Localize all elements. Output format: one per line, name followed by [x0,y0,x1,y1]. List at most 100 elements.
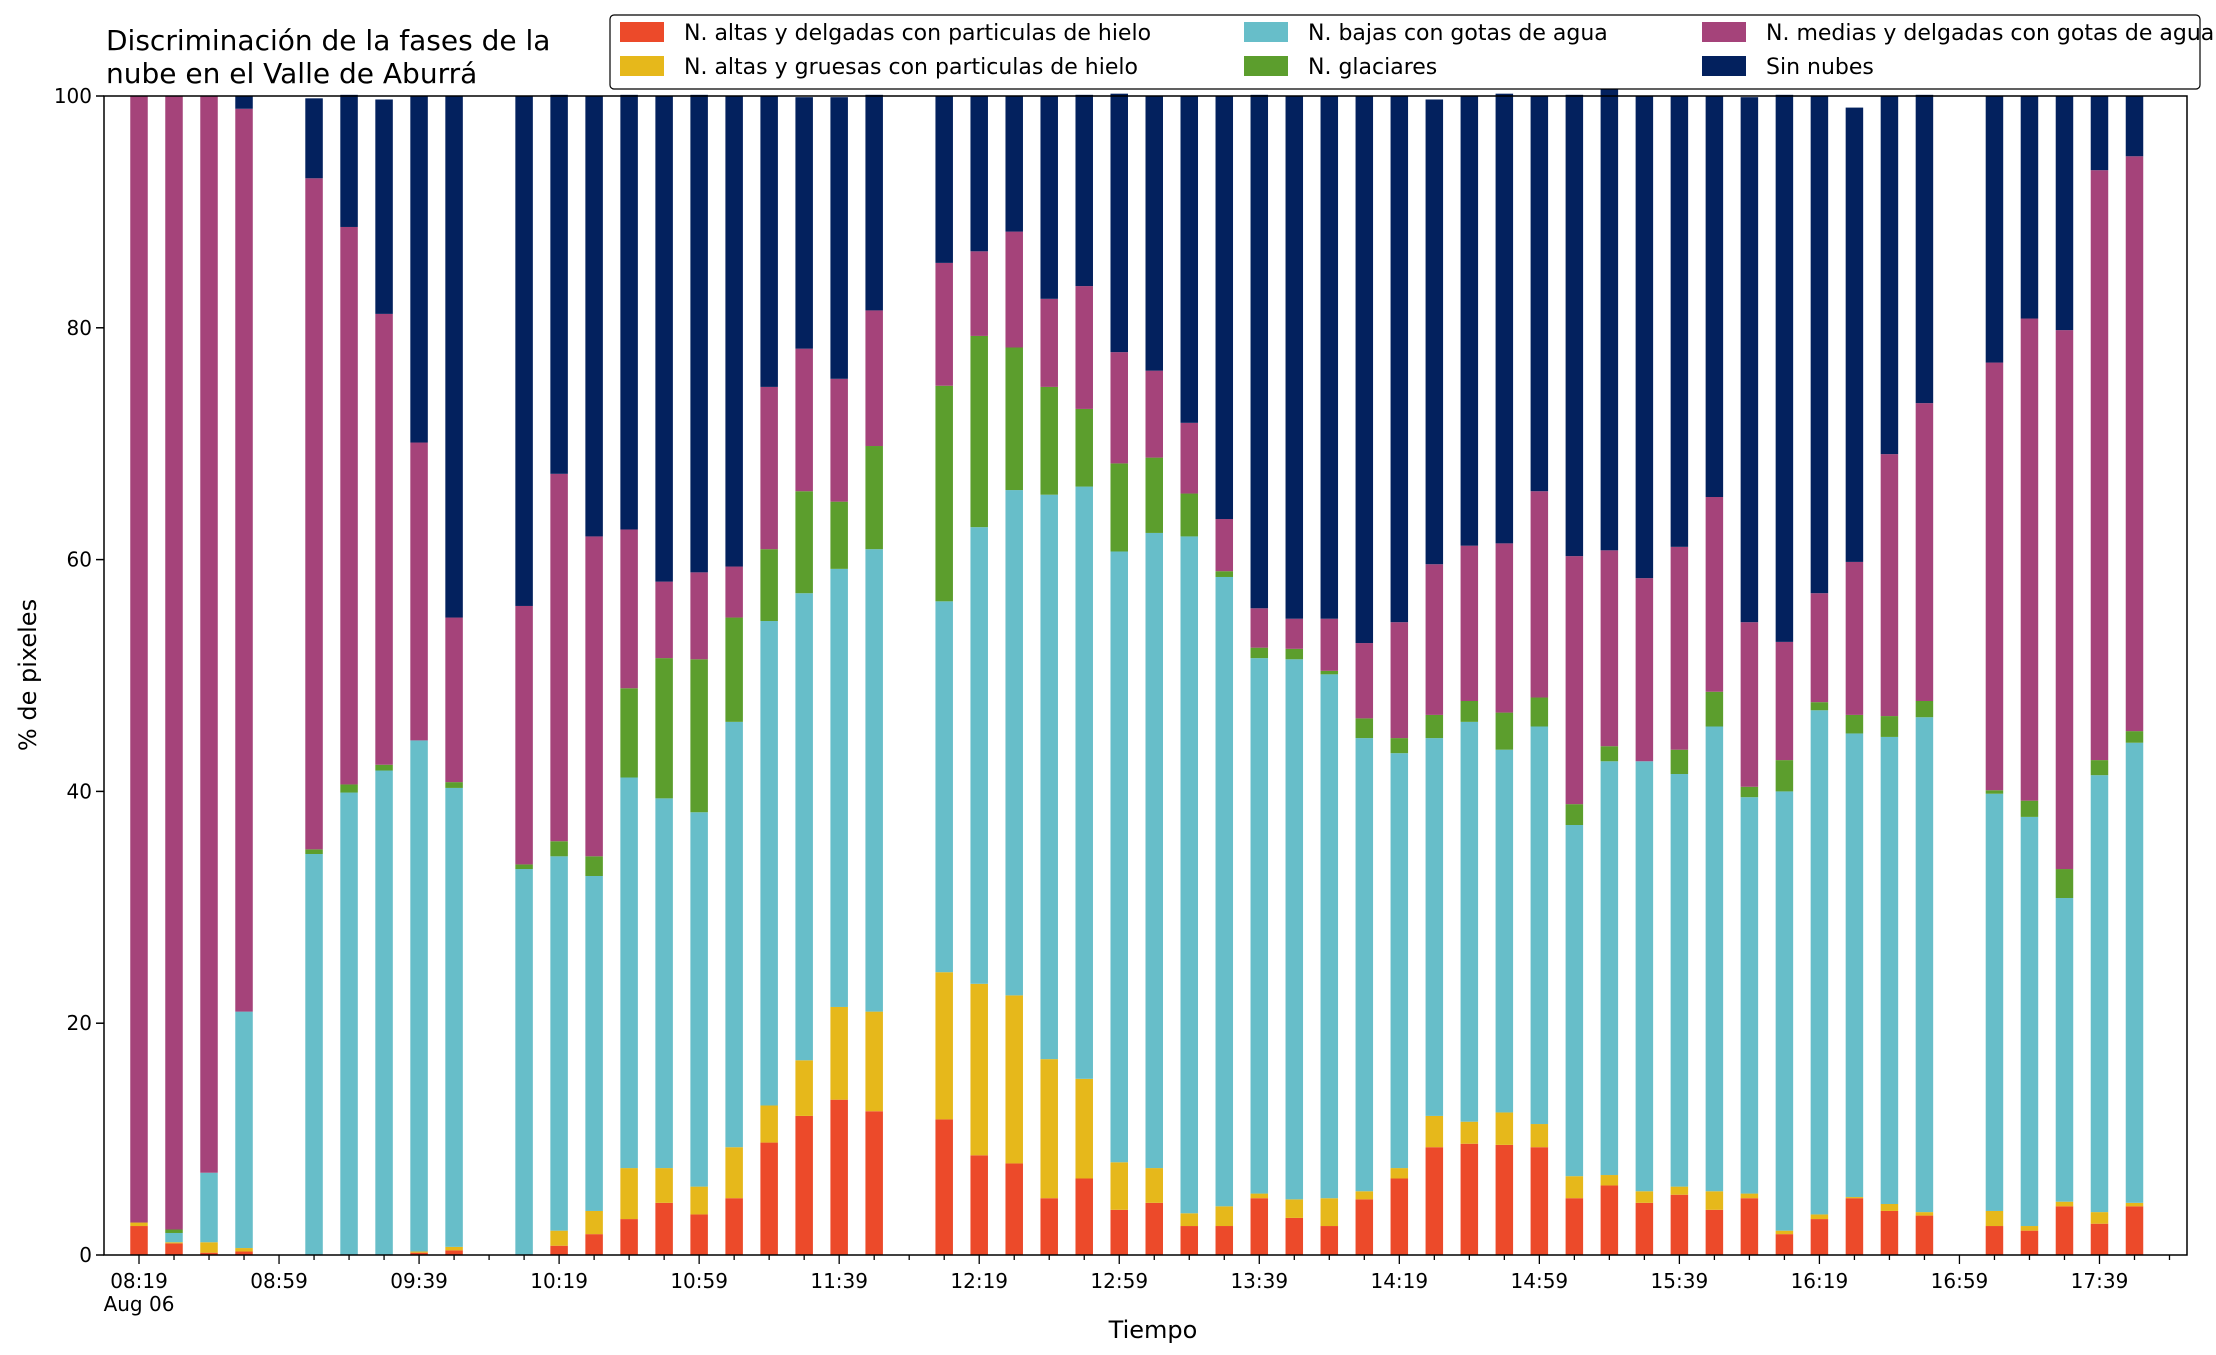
bar-segment-s0-t2 [200,1252,218,1255]
bar-segment-s3-t23 [935,385,953,602]
bar-segment-s5-t37 [1425,99,1444,565]
bar-segment-s5-t3 [235,96,253,109]
bar-segment-s2-t54 [2020,816,2039,1227]
legend-swatch [1244,56,1288,76]
bar-segment-s0-t1 [165,1243,183,1255]
bar-segment-s0-t35 [1355,1199,1374,1255]
bar-segment-s5-t40 [1530,96,1549,492]
bar-segment-s0-t27 [1075,1178,1093,1255]
bar-segment-s2-t50 [1880,736,1899,1205]
x-tick-label: 08:59 [250,1269,308,1293]
bar-segment-s3-t21 [865,446,883,550]
bar-segment-s4-t39 [1495,543,1514,713]
x-tick-label: 13:39 [1230,1269,1288,1293]
x-tick-label: 09:39 [390,1269,448,1293]
bar-segment-s5-t25 [1005,96,1023,232]
bar-segment-s3-t44 [1670,749,1689,775]
bar-segment-s5-t9 [445,96,463,618]
bar-segment-s1-t44 [1670,1186,1689,1195]
bar-segment-s3-t24 [970,335,988,528]
bar-segment-s1-t24 [970,983,988,1156]
bar-segment-s4-t31 [1215,519,1234,572]
bar-segment-s2-t18 [760,621,778,1106]
bar-segment-s4-t46 [1740,622,1759,787]
bar-segment-s1-t34 [1320,1198,1339,1227]
x-tick-label: 16:19 [1791,1269,1849,1293]
bar-segment-s3-t20 [830,501,848,569]
bar-segment-s1-t20 [830,1006,848,1100]
bar-segment-s2-t31 [1215,576,1234,1207]
bar-segment-s2-t19 [795,593,813,1061]
bar-segment-s4-t28 [1110,352,1128,464]
bar-segment-s0-t15 [655,1202,673,1255]
bar-segment-s3-t7 [375,764,393,771]
bar-segment-s2-t46 [1740,797,1759,1194]
bar-segment-s3-t45 [1705,691,1724,727]
bar-segment-s1-t30 [1180,1213,1199,1227]
bar-segment-s3-t31 [1215,571,1234,577]
bar-segment-s2-t12 [550,856,568,1231]
bar-segment-s5-t49 [1845,107,1864,562]
bar-segment-s4-t19 [795,348,813,492]
bar-segment-s3-t53 [1985,790,2004,794]
bar-segment-s4-t11 [515,605,533,865]
bar-segment-s2-t53 [1985,793,2004,1211]
y-axis-title: % de pixeles [14,599,42,751]
bar-segment-s0-t39 [1495,1144,1514,1255]
bar-segment-s3-t14 [620,688,638,778]
bar-segment-s2-t23 [935,601,953,973]
bar-segment-s2-t8 [410,740,428,1252]
bar-segment-s2-t16 [690,812,708,1187]
bar-segment-s3-t34 [1320,670,1339,675]
bar-segment-s0-t41 [1565,1198,1584,1255]
bar-segment-s1-t50 [1880,1204,1899,1211]
bar-segment-s0-t32 [1250,1198,1269,1255]
bar-segment-s4-t27 [1075,286,1093,409]
chart-title-line-2: nube en el Valle de Aburrá [106,57,477,90]
bar-segment-s1-t46 [1740,1193,1759,1199]
bar-segment-s0-t42 [1600,1185,1619,1255]
bar-segment-s2-t13 [585,876,603,1211]
bar-segment-s4-t29 [1145,370,1163,458]
bar-segment-s4-t54 [2020,318,2039,801]
bar-segment-s4-t36 [1390,622,1409,739]
bar-segment-s2-t56 [2090,775,2109,1213]
bar-segment-s0-t47 [1775,1234,1794,1255]
bar-segment-s0-t3 [235,1251,253,1255]
bar-segment-s3-t15 [655,658,673,799]
bar-segment-s3-t55 [2055,869,2074,899]
bar-segment-s5-t38 [1460,96,1479,546]
legend-label: Sin nubes [1766,55,1874,80]
x-tick-label: 10:19 [530,1269,588,1293]
bar-segment-s1-t37 [1425,1115,1444,1148]
bar-segment-s3-t29 [1145,457,1163,533]
bar-segment-s0-t23 [935,1119,953,1255]
bar-segment-s4-t15 [655,581,673,659]
bar-segment-s2-t17 [725,721,743,1148]
bar-segment-s1-t54 [2020,1226,2039,1231]
plot-frame [103,95,2188,1256]
bar-segment-s3-t46 [1740,786,1759,798]
bar-segment-s0-t13 [585,1234,603,1255]
bar-segment-s4-t48 [1810,593,1829,703]
bar-segment-s0-t24 [970,1155,988,1255]
bar-segment-s3-t6 [340,784,358,793]
bar-segment-s5-t20 [830,97,848,379]
bar-segment-s3-t30 [1180,493,1199,537]
bar-segment-s2-t25 [1005,490,1023,996]
bar-segment-s3-t48 [1810,702,1829,711]
bar-segment-s2-t2 [200,1172,218,1243]
bar-segment-s1-t49 [1845,1197,1864,1199]
bar-segment-s5-t24 [970,96,988,252]
bar-segment-s4-t50 [1880,454,1899,717]
bar-segment-s4-t1 [165,96,183,1230]
bar-segment-s3-t11 [515,864,533,870]
bar-segment-s5-t53 [1985,96,2004,363]
bar-segment-s5-t46 [1740,97,1759,623]
bar-segment-s1-t14 [620,1168,638,1220]
x-tick-label: 15:39 [1651,1269,1709,1293]
bar-segment-s4-t20 [830,378,848,502]
bar-segment-s0-t34 [1320,1226,1339,1255]
bar-segment-s3-t5 [305,849,323,854]
bar-segment-s4-t53 [1985,362,2004,791]
